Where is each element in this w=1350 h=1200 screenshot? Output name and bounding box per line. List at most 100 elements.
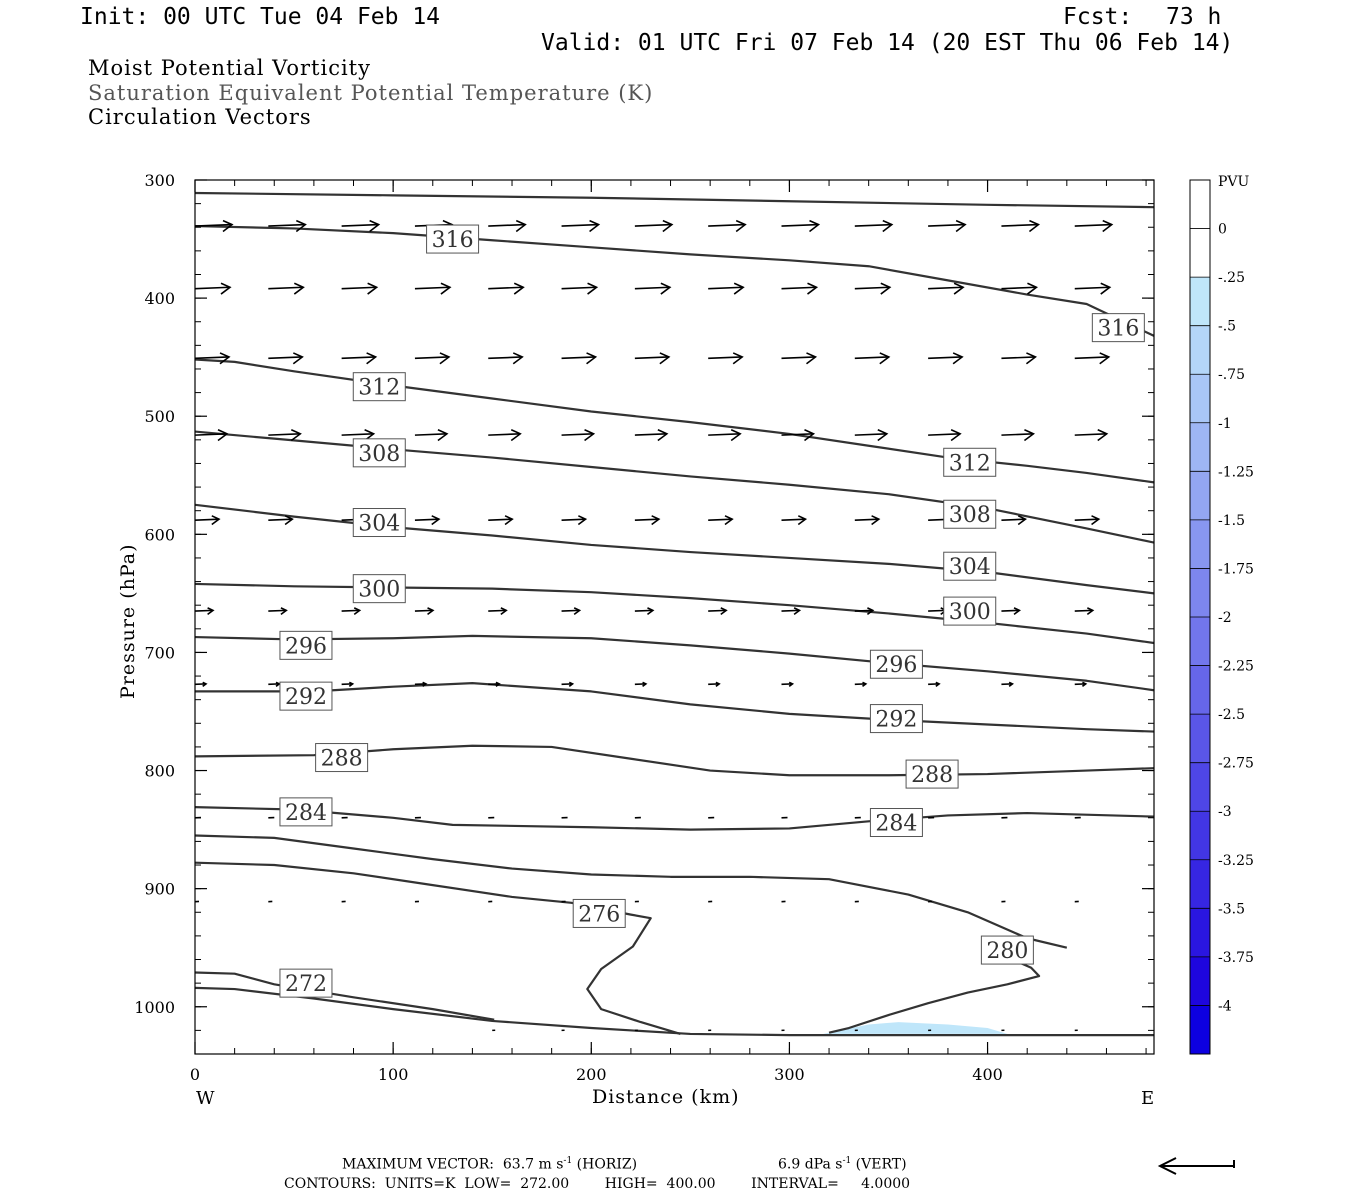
forecast-label: Fcst: (1063, 4, 1133, 30)
vector-head (935, 681, 941, 687)
theta-e-contour (195, 358, 1154, 484)
vector-shaft (1001, 609, 1020, 612)
circulation-vector (854, 681, 868, 687)
contour-label-text: 312 (949, 451, 991, 476)
contour-label-text: 300 (949, 600, 991, 625)
circulation-vector (195, 352, 231, 365)
contour-label-box (943, 447, 997, 477)
vector-shaft (561, 223, 599, 227)
y-tick-label: 700 (144, 643, 175, 662)
circulation-vector (341, 681, 355, 687)
contour-label-box (1091, 313, 1145, 343)
colorbar-tick-label: -3.5 (1218, 901, 1245, 917)
vector-head (219, 352, 231, 365)
circulation-vector (561, 681, 575, 687)
vector-head (862, 681, 868, 687)
circulation-vector (195, 515, 221, 526)
vector-head (1013, 607, 1021, 615)
x-tick-label: 100 (378, 1065, 409, 1084)
vector-shaft (854, 433, 887, 436)
contour-label: 300 (943, 596, 997, 626)
vector-shaft (561, 609, 580, 612)
circulation-vector (854, 515, 881, 526)
vector-shaft (634, 518, 659, 521)
colorbar-segment (1190, 277, 1210, 326)
vector-head (510, 428, 522, 442)
contour-label-text: 280 (986, 939, 1028, 964)
vector-shaft (1074, 609, 1093, 612)
vector-shaft (928, 356, 963, 360)
contour-label-box (869, 704, 923, 734)
vector-shaft (634, 356, 669, 360)
contour-label-text: 304 (949, 555, 991, 580)
y-tick-label: 300 (144, 171, 175, 190)
contour-label: 272 (279, 968, 333, 998)
forecast-hour: 73 h (1166, 4, 1222, 30)
y-tick-label: 400 (144, 289, 175, 308)
max-vector-horizontal-exponent: -1 (563, 1156, 573, 1166)
contour-label: 288 (905, 759, 959, 789)
theta-e-contour (195, 861, 681, 1035)
vector-head (369, 219, 381, 233)
circulation-vector (708, 219, 747, 233)
field-title-vectors: Circulation Vectors (88, 105, 312, 129)
colorbar-segment (1190, 665, 1210, 715)
vector-head (431, 515, 441, 526)
circulation-vector (341, 352, 378, 365)
vector-shaft (268, 518, 293, 521)
vector-shaft (781, 518, 806, 521)
contour-label-box (980, 935, 1034, 965)
contour-label: 292 (279, 681, 333, 711)
theta-e-contour (195, 971, 495, 1021)
vector-head (495, 681, 501, 687)
vector-head (220, 282, 232, 295)
vector-head (207, 607, 215, 615)
circulation-vector (268, 282, 305, 295)
contour-label-box (279, 630, 333, 660)
vector-shaft (268, 286, 304, 290)
vector-head (217, 428, 229, 442)
vector-shaft (928, 609, 947, 612)
circulation-vector (781, 515, 808, 526)
circulation-vector (414, 681, 428, 687)
contour-label-box (869, 649, 923, 679)
circulation-vector (1001, 282, 1038, 295)
y-tick-label: 900 (144, 880, 175, 899)
vector-head (202, 681, 208, 687)
colorbar-segment (1190, 811, 1210, 860)
vector-head (730, 428, 742, 442)
circulation-vector (634, 515, 661, 526)
colorbar-tick-label: -1.25 (1218, 464, 1254, 480)
circulation-vector (195, 428, 229, 442)
circulation-vector (488, 352, 524, 365)
vector-shaft (488, 433, 521, 436)
vector-shaft (854, 609, 873, 612)
vector-head (955, 219, 967, 233)
vector-shaft (1074, 433, 1107, 436)
colorbar-segment (1190, 1005, 1210, 1054)
contour-label-text: 308 (358, 442, 400, 467)
vector-shaft (341, 286, 377, 290)
circulation-vector (708, 681, 721, 687)
vector-head (651, 515, 661, 526)
vector-head (715, 681, 721, 687)
contour-label: 304 (943, 551, 997, 581)
vector-head (720, 607, 728, 615)
colorbar-tick-label: -4 (1218, 998, 1232, 1014)
circulation-vector (928, 428, 962, 442)
max-vector-vertical-unit: (VERT) (851, 1156, 907, 1173)
circulation-vector (708, 282, 745, 295)
vector-head (211, 515, 221, 526)
vector-head (280, 607, 288, 615)
x-tick-label: 400 (972, 1065, 1003, 1084)
circulation-vector (781, 282, 819, 295)
vector-head (1100, 282, 1112, 295)
vector-head (793, 607, 802, 615)
vector-head (953, 282, 965, 295)
max-vector-text: MAXIMUM VECTOR: 63.7 m s-1 (HORIZ) (342, 1156, 637, 1173)
vector-shaft (1001, 433, 1034, 436)
vector-head (422, 681, 428, 687)
circulation-vector (708, 515, 734, 526)
vector-head (568, 681, 575, 687)
circulation-vector (561, 515, 588, 526)
